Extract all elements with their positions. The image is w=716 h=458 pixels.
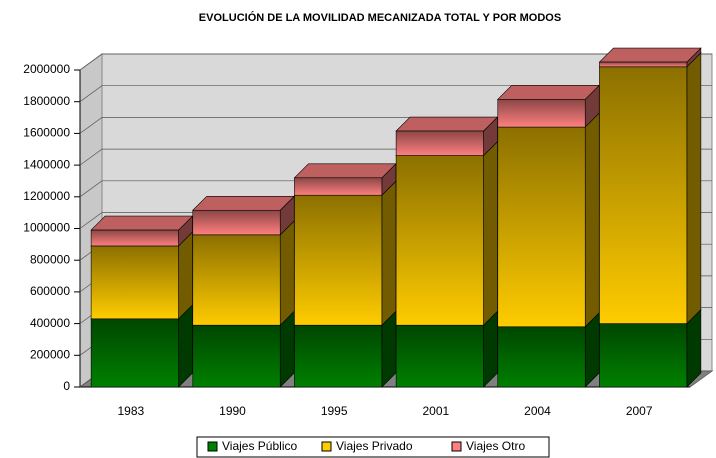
bar-top (395, 116, 499, 132)
x-tick-label: 1990 (219, 404, 246, 418)
bar-segment (497, 112, 600, 328)
y-tick-label: 2000000 (23, 62, 70, 76)
bar-front (497, 99, 586, 128)
bar-front (90, 229, 179, 247)
x-tick-label: 2001 (422, 404, 449, 418)
legend-swatch (321, 441, 332, 452)
bar-front (599, 323, 688, 388)
bar-top (293, 163, 397, 179)
bar-front (192, 209, 281, 236)
bar-segment (293, 163, 397, 196)
legend-swatch (451, 441, 462, 452)
legend-swatch (207, 441, 218, 452)
bar-segment (598, 52, 702, 325)
grid-line (79, 53, 712, 71)
bar-front (192, 324, 281, 388)
legend-label: Viajes Otro (466, 439, 525, 453)
y-tick-label: 0 (63, 379, 70, 393)
y-tick-label: 1800000 (23, 94, 70, 108)
bar-segment (90, 215, 194, 247)
bar-side (584, 112, 600, 328)
legend-label: Viajes Privado (336, 439, 413, 453)
bar-front (395, 155, 484, 326)
bar-segment (395, 140, 499, 326)
y-tick-label: 600000 (30, 284, 70, 298)
bar-front (294, 177, 383, 196)
bar-front (294, 194, 383, 326)
bar-front (294, 324, 383, 388)
bar-front (192, 234, 281, 326)
chart-title: EVOLUCIÓN DE LA MOVILIDAD MECANIZADA TOT… (199, 11, 561, 24)
legend-label: Viajes Público (222, 439, 297, 453)
grid-line (79, 85, 712, 102)
bar-segment (395, 116, 499, 157)
x-tick-label: 2007 (626, 404, 653, 418)
bar-segment (293, 180, 397, 326)
bar-segment (497, 84, 600, 128)
x-tick-label: 1995 (321, 404, 348, 418)
y-tick-label: 1200000 (23, 189, 70, 203)
bar-top (598, 47, 702, 63)
bar-front (395, 324, 484, 388)
bar-side (178, 231, 193, 320)
bar-top (192, 195, 295, 211)
y-tick-label: 1000000 (23, 221, 70, 235)
bar-side (483, 140, 498, 326)
y-tick-label: 1600000 (23, 126, 70, 140)
bar-segment (90, 304, 194, 388)
bar-top (90, 215, 194, 231)
bar-top (497, 85, 600, 100)
bar-segment (192, 220, 295, 326)
y-tick-label: 1400000 (23, 157, 70, 171)
bar-front (497, 326, 586, 388)
bar-front (90, 245, 179, 320)
bar-front (395, 130, 484, 156)
bar-front (599, 66, 688, 324)
bar-side (381, 180, 397, 326)
bar-segment (395, 310, 499, 388)
bar-front (599, 61, 688, 68)
bar-segment (192, 195, 295, 236)
y-tick-label: 800000 (30, 252, 70, 266)
bar-side (279, 220, 295, 326)
x-tick-label: 1983 (117, 404, 144, 418)
y-tick-label: 400000 (30, 316, 70, 330)
x-tick-label: 2004 (524, 404, 551, 418)
bar-segment (598, 47, 702, 68)
bar-side (686, 52, 702, 325)
bar-front (497, 126, 586, 328)
bar-segment (598, 308, 702, 388)
bar-front (90, 318, 179, 388)
y-tick-label: 200000 (30, 347, 70, 361)
